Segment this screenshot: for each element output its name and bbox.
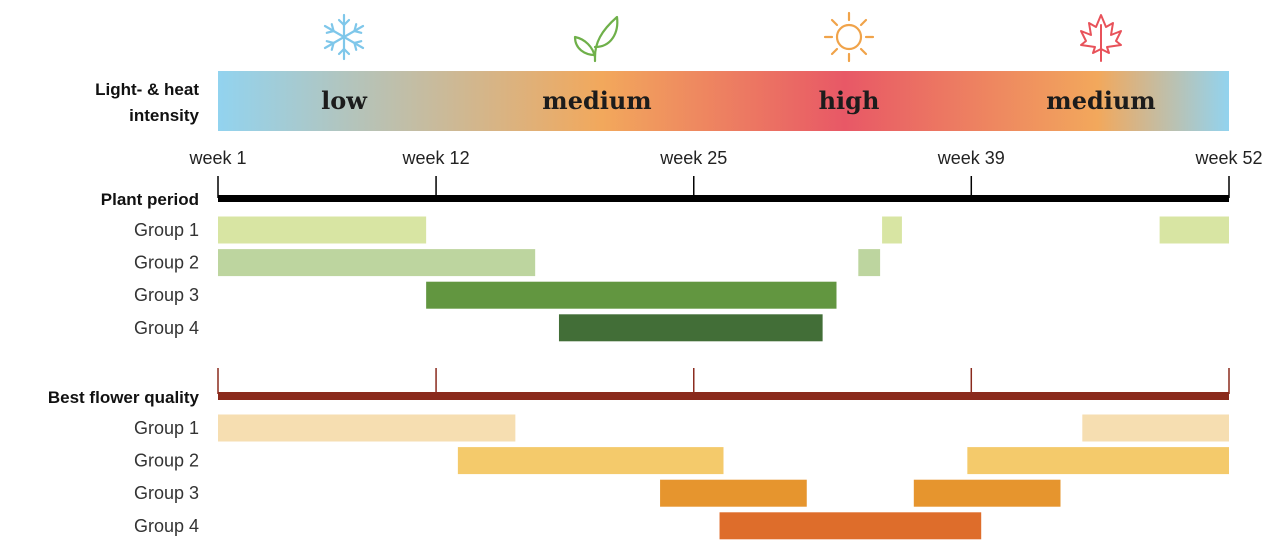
- flower-group-bar: [913, 479, 1061, 507]
- plant-group-bar: [218, 249, 536, 277]
- plant-group-label: Group 1: [134, 220, 199, 240]
- plant-group-bar: [1159, 216, 1229, 244]
- week-tick-label: week 12: [402, 148, 470, 168]
- plant-group-bar: [882, 216, 902, 244]
- flower-group-bar: [218, 414, 516, 442]
- sun-icon: [823, 11, 875, 63]
- band-label-low: low: [321, 86, 368, 115]
- plant-period-groups: Group 1 Group 2 Group 3 Group 4: [134, 216, 1229, 342]
- plant-group-label: Group 4: [134, 318, 199, 338]
- flower-group-label: Group 4: [134, 516, 199, 536]
- flower-group-label: Group 2: [134, 451, 199, 471]
- heat-intensity-label: Light- & heat intensity: [95, 80, 199, 125]
- plant-group-label: Group 2: [134, 253, 199, 273]
- week-tick-label: week 25: [659, 148, 727, 168]
- plant-group-bar: [858, 249, 881, 277]
- leaf-icon: [573, 15, 619, 63]
- flower-axis-ticks: [217, 368, 1230, 394]
- maple-leaf-icon: [1080, 14, 1122, 62]
- plant-period-title: Plant period: [101, 190, 199, 209]
- plant-period-line: [218, 195, 1229, 202]
- plant-group-label: Group 3: [134, 285, 199, 305]
- flower-group-bar: [660, 479, 807, 507]
- heat-gradient-bar: [218, 71, 1229, 131]
- flower-group-label: Group 1: [134, 418, 199, 438]
- week-axis: week 1 week 12 week 25 week 39 week 52: [188, 148, 1263, 198]
- flower-group-bar: [719, 512, 982, 540]
- flower-quality-line: [218, 392, 1229, 400]
- heat-label-line1: Light- & heat: [95, 80, 199, 99]
- flower-group-label: Group 3: [134, 483, 199, 503]
- snowflake-icon: [323, 13, 365, 61]
- flower-quality-title: Best flower quality: [48, 388, 200, 407]
- flower-group-bar: [457, 447, 724, 475]
- band-label-medium-spring: medium: [542, 86, 651, 115]
- flower-group-bar: [1082, 414, 1229, 442]
- week-tick-label: week 52: [1194, 148, 1262, 168]
- band-label-high: high: [819, 86, 880, 115]
- plant-group-bar: [558, 314, 823, 342]
- week-tick-label: week 39: [937, 148, 1005, 168]
- flower-group-bar: [967, 447, 1229, 475]
- week-tick-label: week 1: [188, 148, 246, 168]
- plant-group-bar: [218, 216, 427, 244]
- flower-quality-groups: Group 1 Group 2 Group 3 Group 4: [134, 414, 1229, 540]
- plant-group-bar: [426, 281, 837, 309]
- heat-label-line2: intensity: [129, 106, 199, 125]
- band-label-medium-autumn: medium: [1046, 86, 1155, 115]
